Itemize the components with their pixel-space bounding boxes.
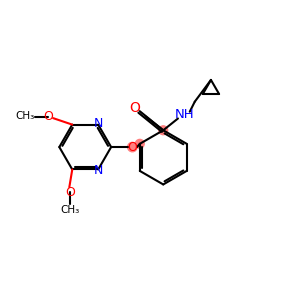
Text: O: O [128, 141, 137, 154]
Text: O: O [65, 186, 75, 199]
Text: CH₃: CH₃ [16, 111, 35, 122]
Circle shape [135, 140, 144, 148]
Circle shape [159, 126, 168, 135]
Text: N: N [94, 164, 104, 178]
Text: O: O [43, 110, 53, 123]
Circle shape [128, 142, 137, 152]
Text: N: N [94, 117, 104, 130]
Text: NH: NH [175, 108, 195, 121]
Text: O: O [129, 100, 140, 115]
Text: CH₃: CH₃ [60, 205, 80, 215]
